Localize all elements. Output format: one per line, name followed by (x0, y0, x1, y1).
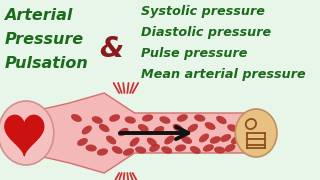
Ellipse shape (161, 146, 172, 154)
Ellipse shape (130, 137, 140, 147)
Ellipse shape (112, 146, 123, 154)
Text: &: & (99, 35, 123, 63)
Ellipse shape (216, 116, 227, 124)
Ellipse shape (92, 116, 103, 124)
Ellipse shape (77, 138, 88, 146)
Ellipse shape (220, 134, 231, 142)
Circle shape (235, 109, 277, 157)
Text: Systolic pressure: Systolic pressure (141, 5, 265, 18)
Ellipse shape (159, 116, 171, 124)
Circle shape (0, 101, 54, 165)
Ellipse shape (188, 124, 198, 132)
Ellipse shape (71, 114, 82, 122)
Ellipse shape (147, 138, 157, 147)
Polygon shape (5, 115, 44, 156)
Ellipse shape (177, 114, 188, 122)
Ellipse shape (82, 126, 92, 134)
Polygon shape (26, 93, 247, 173)
Ellipse shape (231, 136, 241, 144)
Ellipse shape (142, 114, 153, 122)
Text: Mean arterial pressure: Mean arterial pressure (141, 68, 305, 81)
Ellipse shape (149, 144, 160, 152)
Ellipse shape (118, 128, 129, 136)
Ellipse shape (173, 124, 183, 132)
Ellipse shape (214, 147, 225, 154)
Ellipse shape (227, 124, 238, 132)
Ellipse shape (164, 136, 174, 144)
Ellipse shape (123, 148, 134, 156)
Text: Pulse pressure: Pulse pressure (141, 47, 247, 60)
Text: Arterial: Arterial (4, 8, 73, 23)
Text: Pressure: Pressure (4, 32, 84, 47)
Ellipse shape (205, 122, 215, 130)
Ellipse shape (225, 144, 236, 152)
Ellipse shape (210, 136, 221, 144)
Ellipse shape (181, 136, 192, 144)
Ellipse shape (97, 148, 108, 156)
Ellipse shape (194, 114, 205, 122)
Ellipse shape (138, 124, 149, 132)
Ellipse shape (190, 146, 201, 154)
Ellipse shape (99, 124, 109, 132)
Ellipse shape (203, 144, 214, 152)
Ellipse shape (175, 144, 186, 152)
Ellipse shape (135, 146, 146, 154)
Text: Pulsation: Pulsation (4, 56, 88, 71)
Ellipse shape (199, 134, 209, 142)
Ellipse shape (154, 126, 164, 134)
Ellipse shape (125, 116, 136, 124)
Ellipse shape (85, 145, 97, 152)
Ellipse shape (106, 136, 116, 144)
Text: Diastolic pressure: Diastolic pressure (141, 26, 271, 39)
Ellipse shape (109, 114, 120, 122)
